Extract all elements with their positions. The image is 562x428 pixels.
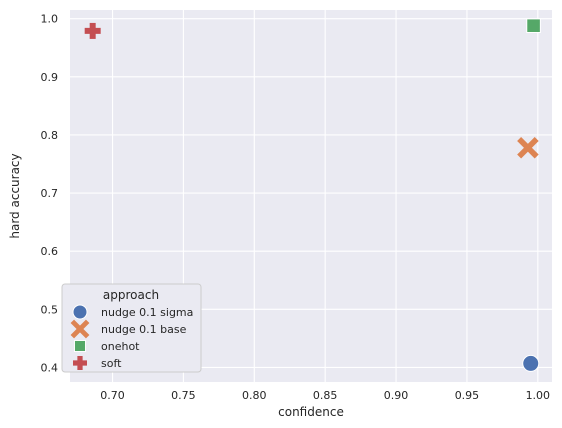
x-tick-label: 1.00 <box>526 389 551 402</box>
x-tick-labels: 0.70 0.75 0.80 0.85 0.90 0.95 1.00 <box>100 389 550 402</box>
data-point <box>84 22 101 39</box>
y-tick-label: 0.5 <box>41 303 59 316</box>
legend-marker <box>70 319 90 339</box>
legend-marker <box>72 304 88 320</box>
x-tick-label: 0.70 <box>100 389 125 402</box>
y-tick-label: 0.6 <box>41 245 59 258</box>
data-point <box>526 18 541 33</box>
legend-marker <box>73 356 87 370</box>
data-point <box>522 354 540 372</box>
x-tick-label: 0.90 <box>384 389 409 402</box>
y-tick-label: 1.0 <box>41 13 59 26</box>
legend-label: nudge 0.1 sigma <box>101 306 193 319</box>
data-point <box>517 136 539 159</box>
legend-label: onehot <box>101 340 140 353</box>
y-tick-label: 0.9 <box>41 71 59 84</box>
legend-label: nudge 0.1 base <box>101 323 187 336</box>
y-tick-label: 0.4 <box>41 361 59 374</box>
data-points <box>84 18 541 372</box>
y-axis-label: hard accuracy <box>8 153 22 238</box>
x-tick-label: 0.85 <box>313 389 338 402</box>
x-tick-label: 0.95 <box>455 389 480 402</box>
legend-label: soft <box>101 357 122 370</box>
x-tick-label: 0.75 <box>171 389 196 402</box>
legend-box <box>61 283 202 373</box>
y-tick-label: 0.7 <box>41 187 59 200</box>
legend: approach nudge 0.1 sigma nudge 0.1 base on… <box>61 283 202 373</box>
y-tick-label: 0.8 <box>41 129 59 142</box>
legend-marker <box>73 339 87 353</box>
y-tick-labels: 0.4 0.5 0.6 0.7 0.8 0.9 1.0 <box>41 13 59 375</box>
legend-title: approach <box>103 288 159 302</box>
x-axis-label: confidence <box>278 405 344 419</box>
x-tick-label: 0.80 <box>242 389 267 402</box>
